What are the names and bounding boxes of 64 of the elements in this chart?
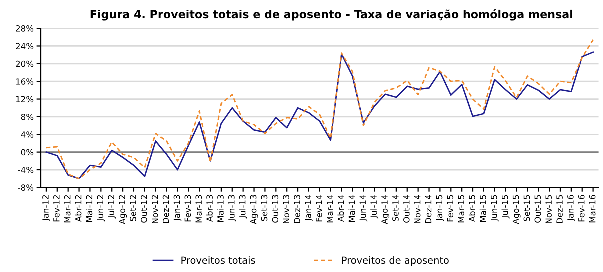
x-tick-label: Mar-13 <box>196 195 202 223</box>
x-tick-label: Jan-13 <box>174 195 182 222</box>
y-tick-label: 16% <box>16 78 34 85</box>
x-tick-label: Fev-12 <box>54 195 60 222</box>
x-tick-label: Dez-15 <box>556 195 563 224</box>
x-tick-label: Ago-12 <box>119 195 128 224</box>
x-tick-label: Mai-14 <box>348 195 356 222</box>
y-tick-label: 28% <box>16 26 34 32</box>
x-tick-label: Out-13 <box>272 195 279 223</box>
y-tick-label: 24% <box>16 43 34 50</box>
x-tick-label: Mai-13 <box>217 195 224 222</box>
x-tick-label: Ago-13 <box>250 195 258 224</box>
x-tick-label: Nov-13 <box>283 195 290 224</box>
x-tick-label: Dez-13 <box>294 195 300 224</box>
x-tick-label: Jan-14 <box>305 195 313 222</box>
x-tick-label: Out-12 <box>141 195 148 223</box>
y-tick-label: 8% <box>21 114 34 120</box>
x-tick-label: Jul-15 <box>502 195 510 219</box>
x-tick-label: Jun-14 <box>360 195 368 222</box>
x-tick-label: Fev-16 <box>578 195 585 222</box>
x-tick-label: Set-12 <box>130 195 136 222</box>
x-tick-label: Set-14 <box>392 195 399 222</box>
x-tick-label: Jun-12 <box>97 195 106 222</box>
x-tick-label: Nov-12 <box>152 195 158 224</box>
x-tick-label: Jan-12 <box>42 195 50 222</box>
x-tick-label: Mar-14 <box>327 195 334 223</box>
x-tick-label: Jan-15 <box>436 195 444 222</box>
y-tick-label: -8% <box>18 184 34 191</box>
x-tick-label: Set-13 <box>261 195 268 222</box>
y-tick-label: 12% <box>16 96 34 103</box>
legend-label: Proveitos totais <box>182 256 256 264</box>
x-tick-label: Fev-15 <box>447 195 454 222</box>
x-tick-label: Abr-12 <box>75 195 82 222</box>
x-tick-label: Abr-13 <box>206 195 213 222</box>
x-tick-label: Dez-14 <box>425 195 432 224</box>
x-tick-label: Fev-13 <box>184 195 192 222</box>
x-tick-label: Jul-14 <box>370 195 379 219</box>
x-tick-label: Nov-15 <box>546 195 552 224</box>
x-tick-label: Jun-15 <box>491 195 499 222</box>
x-tick-label: Out-15 <box>534 195 542 223</box>
y-tick-label: -4% <box>18 166 34 174</box>
x-tick-label: Jul-13 <box>239 195 248 219</box>
x-tick-label: Nov-14 <box>414 195 421 224</box>
x-tick-label: Mar-15 <box>458 195 464 223</box>
x-tick-label: Set-15 <box>524 195 530 222</box>
x-tick-label: Fev-14 <box>316 195 322 222</box>
x-tick-label: Mar-16 <box>589 195 596 223</box>
x-tick-label: Mai-15 <box>480 195 486 222</box>
chart-title: Figura 4. Proveitos totais e de aposento - Taxa de variação homóloga mensal <box>90 10 572 21</box>
y-tick-label: 0% <box>21 149 34 156</box>
x-tick-label: Ago-14 <box>382 195 390 224</box>
x-tick-label: Dez-12 <box>162 195 170 224</box>
x-tick-label: Out-14 <box>404 195 410 223</box>
x-tick-label: Abr-14 <box>338 195 344 222</box>
x-tick-label: Jul-12 <box>108 195 116 219</box>
x-tick-label: Jun-13 <box>228 195 236 222</box>
legend-label: Proveitos de aposento <box>342 256 449 266</box>
y-tick-label: 4% <box>21 132 34 138</box>
y-tick-label: 20% <box>16 60 34 68</box>
x-tick-label: Mai-12 <box>86 195 93 222</box>
x-tick-label: Mar-12 <box>64 195 71 223</box>
x-tick-label: Abr-15 <box>468 195 476 222</box>
x-tick-label: Ago-15 <box>512 195 521 224</box>
x-tick-label: Jan-16 <box>568 195 576 222</box>
